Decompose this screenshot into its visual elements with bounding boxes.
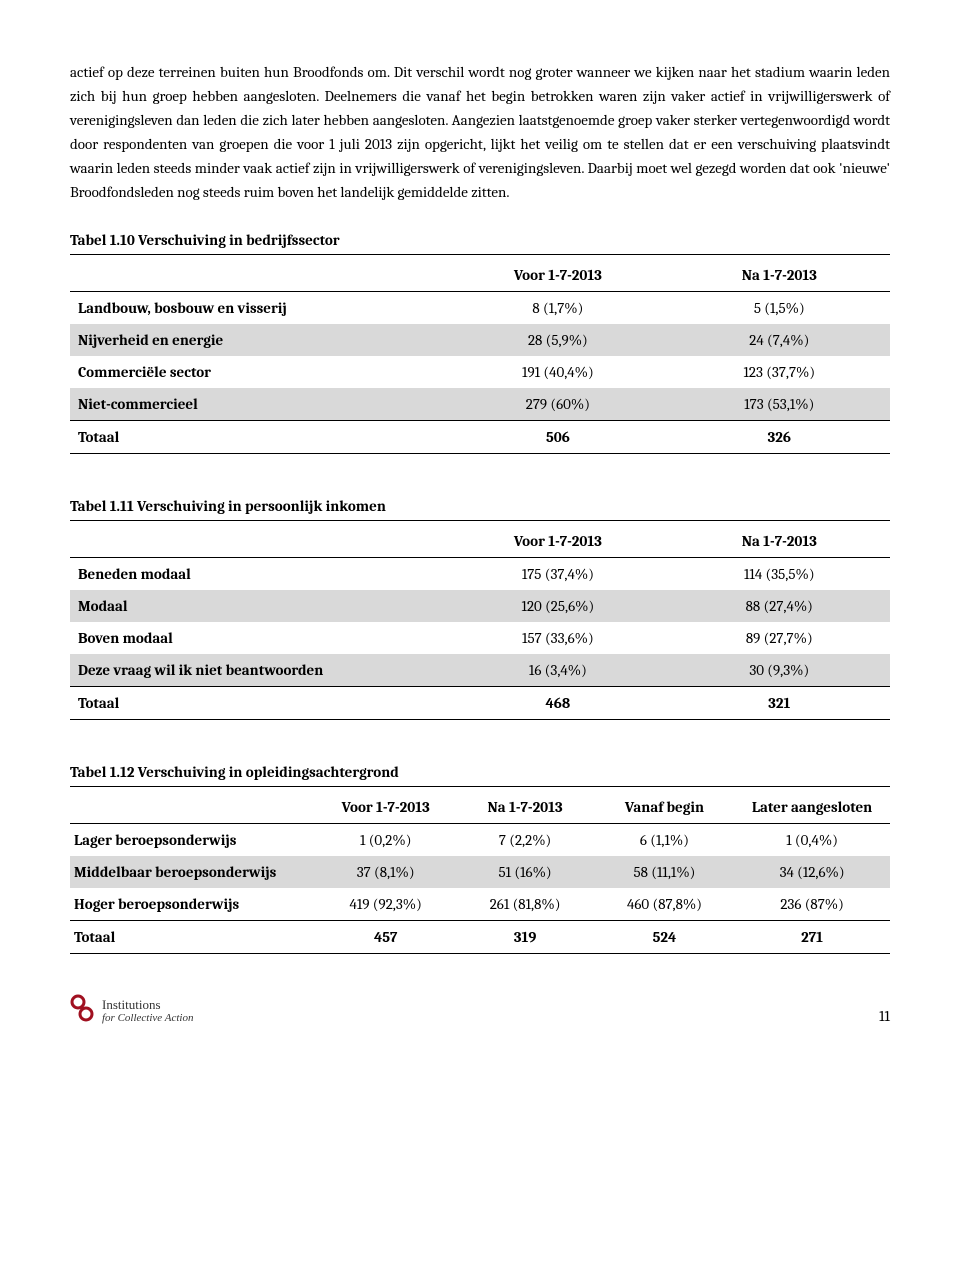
table-row: Landbouw, bosbouw en visserij8 (1,7%)5 (… [70, 292, 890, 325]
total-vanaf: 524 [595, 921, 734, 954]
table-12-title: Tabel 1.12 Verschuiving in opleidingsach… [70, 760, 890, 787]
table-11-title: Tabel 1.11 Verschuiving in persoonlijk i… [70, 494, 890, 521]
col-na: Na 1-7-2013 [669, 259, 890, 292]
row-label: Middelbaar beroepsonderwijs [70, 856, 316, 888]
total-na: 319 [455, 921, 594, 954]
row-label: Modaal [70, 590, 447, 622]
table-header-row: Voor 1-7-2013 Na 1-7-2013 [70, 525, 890, 558]
cell-voor: 120 (25,6%) [447, 590, 668, 622]
table-row: Lager beroepsonderwijs1 (0,2%)7 (2,2%)6 … [70, 824, 890, 857]
cell-na: 261 (81,8%) [455, 888, 594, 921]
cell-voor: 157 (33,6%) [447, 622, 668, 654]
logo-line-2: for Collective Action [102, 1012, 193, 1024]
total-voor: 457 [316, 921, 455, 954]
total-later: 271 [734, 921, 890, 954]
logo-icon [70, 994, 96, 1028]
logo-text: Institutions for Collective Action [102, 998, 193, 1024]
row-label: Lager beroepsonderwijs [70, 824, 316, 857]
table-row: Niet-commercieel279 (60%)173 (53,1%) [70, 388, 890, 421]
row-label: Beneden modaal [70, 558, 447, 591]
logo: Institutions for Collective Action [70, 994, 193, 1028]
cell-voor: 28 (5,9%) [447, 324, 668, 356]
table-row: Commerciële sector191 (40,4%)123 (37,7%) [70, 356, 890, 388]
row-label: Boven modaal [70, 622, 447, 654]
body-paragraph: actief op deze terreinen buiten hun Broo… [70, 60, 890, 204]
col-na: Na 1-7-2013 [669, 525, 890, 558]
cell-na: 51 (16%) [455, 856, 594, 888]
cell-vanaf: 460 (87,8%) [595, 888, 734, 921]
table-row: Beneden modaal175 (37,4%)114 (35,5%) [70, 558, 890, 591]
row-label: Landbouw, bosbouw en visserij [70, 292, 447, 325]
table-total-row: Totaal 506 326 [70, 421, 890, 454]
page-footer: Institutions for Collective Action 11 [70, 994, 890, 1028]
cell-voor: 419 (92,3%) [316, 888, 455, 921]
cell-voor: 279 (60%) [447, 388, 668, 421]
page-number: 11 [879, 1004, 890, 1028]
cell-voor: 37 (8,1%) [316, 856, 455, 888]
row-label: Nijverheid en energie [70, 324, 447, 356]
cell-voor: 16 (3,4%) [447, 654, 668, 687]
cell-voor: 1 (0,2%) [316, 824, 455, 857]
table-header-row: Voor 1-7-2013 Na 1-7-2013 [70, 259, 890, 292]
table-11: Voor 1-7-2013 Na 1-7-2013 Beneden modaal… [70, 525, 890, 720]
table-row: Middelbaar beroepsonderwijs37 (8,1%)51 (… [70, 856, 890, 888]
row-label: Niet-commercieel [70, 388, 447, 421]
cell-later: 236 (87%) [734, 888, 890, 921]
table-row: Modaal120 (25,6%)88 (27,4%) [70, 590, 890, 622]
row-label: Deze vraag wil ik niet beantwoorden [70, 654, 447, 687]
total-voor: 468 [447, 687, 668, 720]
cell-na: 88 (27,4%) [669, 590, 890, 622]
col-later: Later aangesloten [734, 791, 890, 824]
table-row: Nijverheid en energie28 (5,9%)24 (7,4%) [70, 324, 890, 356]
table-total-row: Totaal 468 321 [70, 687, 890, 720]
table-row: Hoger beroepsonderwijs419 (92,3%)261 (81… [70, 888, 890, 921]
table-10-title: Tabel 1.10 Verschuiving in bedrijfssecto… [70, 228, 890, 255]
cell-na: 173 (53,1%) [669, 388, 890, 421]
cell-na: 89 (27,7%) [669, 622, 890, 654]
row-label: Commerciële sector [70, 356, 447, 388]
table-row: Deze vraag wil ik niet beantwoorden16 (3… [70, 654, 890, 687]
col-voor: Voor 1-7-2013 [447, 525, 668, 558]
cell-voor: 191 (40,4%) [447, 356, 668, 388]
cell-voor: 175 (37,4%) [447, 558, 668, 591]
cell-na: 30 (9,3%) [669, 654, 890, 687]
total-label: Totaal [70, 687, 447, 720]
table-row: Boven modaal157 (33,6%)89 (27,7%) [70, 622, 890, 654]
total-na: 326 [669, 421, 890, 454]
total-voor: 506 [447, 421, 668, 454]
cell-na: 5 (1,5%) [669, 292, 890, 325]
col-voor: Voor 1-7-2013 [316, 791, 455, 824]
total-label: Totaal [70, 921, 316, 954]
row-label: Hoger beroepsonderwijs [70, 888, 316, 921]
total-na: 321 [669, 687, 890, 720]
cell-vanaf: 6 (1,1%) [595, 824, 734, 857]
total-label: Totaal [70, 421, 447, 454]
cell-na: 123 (37,7%) [669, 356, 890, 388]
col-voor: Voor 1-7-2013 [447, 259, 668, 292]
col-na: Na 1-7-2013 [455, 791, 594, 824]
table-total-row: Totaal 457 319 524 271 [70, 921, 890, 954]
cell-later: 34 (12,6%) [734, 856, 890, 888]
table-header-row: Voor 1-7-2013 Na 1-7-2013 Vanaf begin La… [70, 791, 890, 824]
table-10: Voor 1-7-2013 Na 1-7-2013 Landbouw, bosb… [70, 259, 890, 454]
cell-na: 7 (2,2%) [455, 824, 594, 857]
table-12: Voor 1-7-2013 Na 1-7-2013 Vanaf begin La… [70, 791, 890, 954]
cell-voor: 8 (1,7%) [447, 292, 668, 325]
col-vanaf: Vanaf begin [595, 791, 734, 824]
cell-na: 114 (35,5%) [669, 558, 890, 591]
cell-later: 1 (0,4%) [734, 824, 890, 857]
cell-na: 24 (7,4%) [669, 324, 890, 356]
cell-vanaf: 58 (11,1%) [595, 856, 734, 888]
logo-line-1: Institutions [102, 998, 193, 1012]
